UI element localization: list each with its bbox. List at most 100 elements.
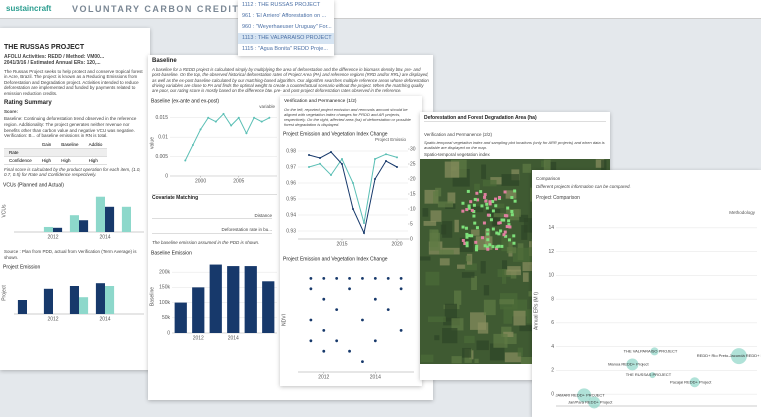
point — [309, 287, 313, 291]
map-tile — [451, 318, 464, 331]
y-axis-label: Project — [1, 285, 7, 301]
point — [322, 277, 326, 280]
map-pixel — [507, 219, 511, 223]
comparison-chart: 0 2 4 6 8 10 12 14 Annual ERs (M t) Methodology TH… — [533, 210, 761, 408]
point — [373, 297, 377, 301]
header: sustaincraft VOLUNTARY CARBON CREDIT RAT… — [0, 0, 761, 19]
bar — [69, 215, 79, 232]
chart-title: Project Emission — [3, 265, 40, 271]
x-tick-label: 2015 — [336, 241, 347, 247]
vegetation-chart: Project Emission and Vegetation Index Ch… — [283, 131, 416, 247]
x-tick-label: 2000 — [195, 178, 206, 184]
emission-chart: Project Emission 2012 2014 Project — [1, 265, 144, 323]
map-tile — [464, 263, 477, 271]
map-pixel — [503, 190, 507, 194]
map-tile — [501, 326, 512, 338]
chart-title: Baseline (ex-ante and ex-post) — [151, 98, 219, 104]
map-pixel — [485, 245, 489, 249]
dropdown-item[interactable]: 960 : "Weyerhaeuser Uruguay" For... — [242, 24, 332, 30]
point — [385, 153, 387, 156]
map-pixel — [497, 196, 501, 200]
map-pixel — [486, 228, 490, 232]
comparison-panel: Comparison Different projects informatio… — [532, 170, 761, 417]
baseline-chart: Baseline (ex-ante and ex-post) 0 0.005 0.01… — [149, 98, 277, 184]
comparison-heading: Comparison — [536, 176, 561, 181]
deforestation-heading: Deforestation and Forest Degradation Are… — [424, 115, 606, 122]
map-pixel — [497, 232, 501, 236]
map-pixel — [467, 207, 471, 211]
verification-heading: Verification and Permanence (1/2) — [284, 99, 357, 104]
map-tile — [425, 272, 440, 286]
point — [245, 132, 248, 135]
x-tick-label: 2012 — [193, 335, 204, 341]
bar — [192, 287, 205, 333]
map-pixel — [513, 189, 517, 193]
map-pixel — [465, 244, 469, 248]
point — [363, 222, 365, 224]
map-tile — [480, 261, 486, 274]
y-tick-label: 4 — [551, 343, 554, 349]
map-pixel — [505, 225, 509, 229]
map-tile — [474, 183, 480, 191]
y2-tick-label: 15 — [410, 191, 416, 197]
map-pixel — [510, 210, 514, 214]
rating-table: Gain Baseline Additio Rate Confidence High H… — [4, 140, 108, 165]
rating-title: Rating Summary — [4, 99, 52, 106]
dropdown-item[interactable]: 1115 : "Agua Bonita" REDD Proje... — [242, 46, 328, 52]
map-tile — [505, 190, 517, 199]
th: Gain — [36, 140, 57, 149]
point — [588, 395, 601, 408]
baseline-text: A baseline for a REDD project is calcula… — [152, 67, 429, 94]
x-tick-label: 2020 — [391, 241, 402, 247]
point — [399, 287, 403, 291]
map-tile — [475, 236, 493, 251]
legend: Project Emissio — [375, 137, 407, 142]
map-tile — [550, 162, 557, 171]
map-tile — [439, 249, 454, 255]
legend: variable — [259, 104, 275, 109]
y-tick-label: 0.015 — [155, 115, 168, 121]
map-tile — [437, 201, 454, 208]
y-tick-label: 0.95 — [286, 196, 296, 202]
chart-title: Project Emission and Vegetation Index Ch… — [283, 256, 388, 262]
point — [330, 174, 332, 176]
y-tick-label: 0 — [167, 330, 170, 336]
map-pixel — [473, 221, 477, 225]
map-tile — [482, 180, 497, 187]
map-pixel — [483, 196, 487, 200]
project-dropdown[interactable]: 1112 : THE RUSSAS PROJECT 961 : 'El Arrie… — [238, 0, 334, 56]
map-pixel — [461, 202, 465, 206]
dropdown-item[interactable]: 1113 : THE VALPARAISO PROJECT — [238, 33, 334, 44]
map-tile — [493, 334, 508, 349]
point — [309, 318, 313, 322]
map-pixel — [465, 208, 469, 212]
map-tile — [503, 307, 513, 325]
point — [348, 349, 351, 353]
project-panel: THE RUSSAS PROJECT AFOLU Activities: RED… — [0, 28, 150, 370]
map-tile — [499, 299, 515, 305]
map-tile — [601, 160, 607, 174]
bar — [43, 289, 53, 315]
map-pixel — [465, 241, 469, 245]
map-tile — [503, 332, 514, 338]
map-tile — [461, 272, 475, 279]
verification-text: On the left, reported project emission a… — [284, 107, 411, 127]
point — [689, 376, 700, 387]
point — [373, 277, 377, 280]
y-tick-label: 8 — [551, 296, 554, 302]
baseline-emission-chart: Baseline Emission 0 50k 100k 150k 200k 2012 201… — [149, 250, 277, 341]
map-pixel — [507, 238, 511, 242]
map-tile — [507, 266, 521, 272]
map-pixel — [508, 225, 512, 229]
map-pixel — [512, 234, 516, 238]
map-tile — [522, 262, 538, 272]
dropdown-item[interactable]: 961 : 'El Arriero' Afforestation on ... — [242, 13, 327, 19]
map-tile — [519, 325, 536, 332]
project-description: The Russas Project seeks to help protect… — [4, 68, 143, 97]
point — [268, 116, 271, 119]
map-tile — [483, 299, 496, 316]
dropdown-item[interactable]: 1112 : THE RUSSAS PROJECT — [242, 2, 321, 8]
logo[interactable]: sustaincraft — [6, 4, 52, 13]
point-label: JAMARI REDD+ PROJECT — [556, 392, 606, 397]
point-label: THE RUSSAS PROJECT — [626, 372, 672, 377]
